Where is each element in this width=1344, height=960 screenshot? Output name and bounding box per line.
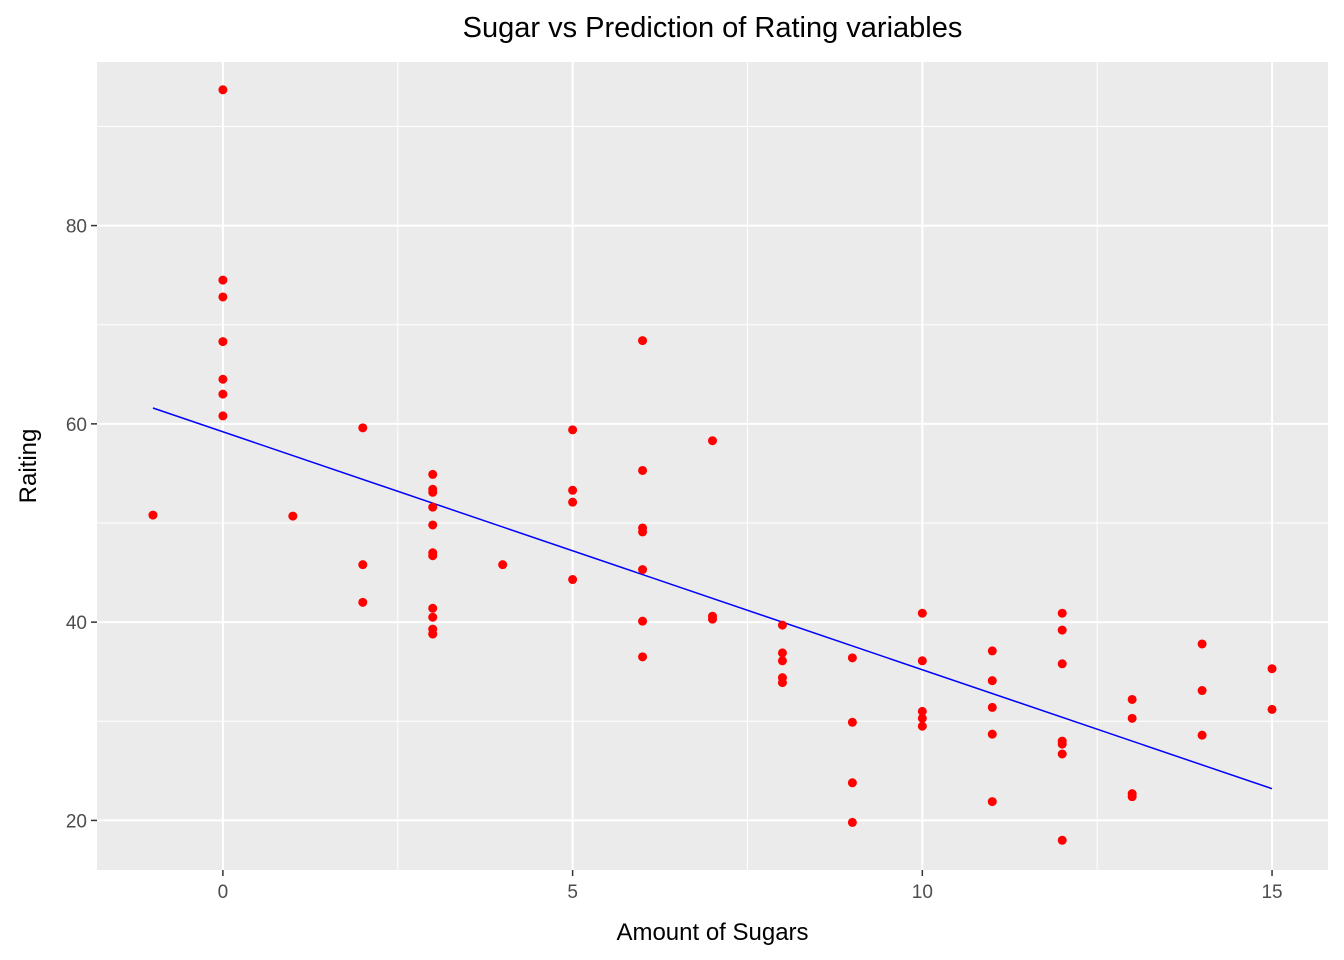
data-point (428, 520, 438, 530)
data-point (218, 389, 228, 399)
data-point (218, 292, 228, 302)
data-point (568, 425, 578, 435)
data-point (358, 560, 368, 570)
data-point (218, 374, 228, 384)
data-point (428, 603, 438, 613)
chart-title: Sugar vs Prediction of Rating variables (462, 12, 963, 44)
data-point (1127, 713, 1137, 723)
data-point (708, 614, 717, 624)
y-tick-label: 80 (66, 217, 87, 238)
data-point (847, 778, 857, 788)
x-tick-label: 0 (218, 882, 229, 903)
data-point (917, 721, 927, 731)
axis-ticks: 0 5 10 15 20 40 60 80 (66, 217, 1283, 903)
data-point (358, 423, 368, 433)
data-point (218, 275, 228, 285)
y-tick-label: 60 (66, 415, 87, 436)
data-point (428, 612, 438, 622)
fit-line (152, 407, 1273, 790)
data-point (1197, 686, 1207, 696)
data-point (638, 336, 648, 346)
data-point (568, 497, 578, 507)
data-point (917, 706, 927, 716)
data-point (638, 565, 648, 575)
x-tick-label: 5 (567, 882, 578, 903)
data-point (1057, 749, 1067, 759)
data-point (638, 465, 648, 475)
data-point (1057, 659, 1067, 669)
data-point (1127, 792, 1137, 802)
y-tick-label: 20 (66, 811, 87, 832)
data-point (218, 85, 228, 95)
data-point (428, 629, 438, 639)
data-point (1267, 664, 1277, 674)
y-tick-label: 40 (66, 613, 87, 634)
data-point (498, 560, 508, 570)
data-point (987, 729, 997, 739)
data-point (568, 485, 578, 495)
data-point (288, 511, 298, 521)
data-point (777, 656, 787, 666)
data-point (218, 411, 228, 421)
data-point (917, 713, 927, 723)
data-point (1057, 625, 1067, 635)
data-point (777, 678, 787, 688)
data-point (987, 646, 997, 656)
data-point (1127, 694, 1137, 704)
data-point (1057, 739, 1067, 749)
major-gridlines (97, 62, 1328, 870)
plot-panel (97, 62, 1328, 870)
data-point (917, 656, 927, 666)
data-point (638, 527, 648, 537)
data-point (428, 487, 438, 497)
data-point (568, 575, 578, 585)
y-axis-title: Raiting (15, 429, 42, 504)
x-axis-title: Amount of Sugars (616, 919, 808, 946)
data-point (708, 436, 717, 446)
data-point (638, 652, 648, 662)
data-point (917, 608, 927, 618)
data-point (638, 616, 648, 626)
data-point (428, 469, 438, 479)
data-point (428, 502, 438, 512)
data-point (1267, 704, 1277, 714)
data-point (987, 676, 997, 686)
data-point (777, 620, 787, 630)
data-point (777, 648, 787, 658)
data-point (987, 797, 997, 807)
data-point (1197, 639, 1207, 649)
data-point (847, 817, 857, 827)
minor-gridlines (97, 62, 1328, 870)
data-point (1197, 730, 1207, 740)
data-point (987, 702, 997, 712)
data-point (218, 337, 228, 347)
data-point (428, 551, 438, 561)
data-point (358, 597, 368, 607)
data-point (847, 717, 857, 727)
points-layer (148, 85, 1277, 845)
data-point (1057, 835, 1067, 845)
data-point (1057, 608, 1067, 618)
x-tick-label: 10 (912, 882, 933, 903)
data-point (847, 653, 857, 663)
x-tick-label: 15 (1261, 882, 1282, 903)
data-point (148, 510, 158, 520)
fit-line-layer (152, 407, 1273, 790)
